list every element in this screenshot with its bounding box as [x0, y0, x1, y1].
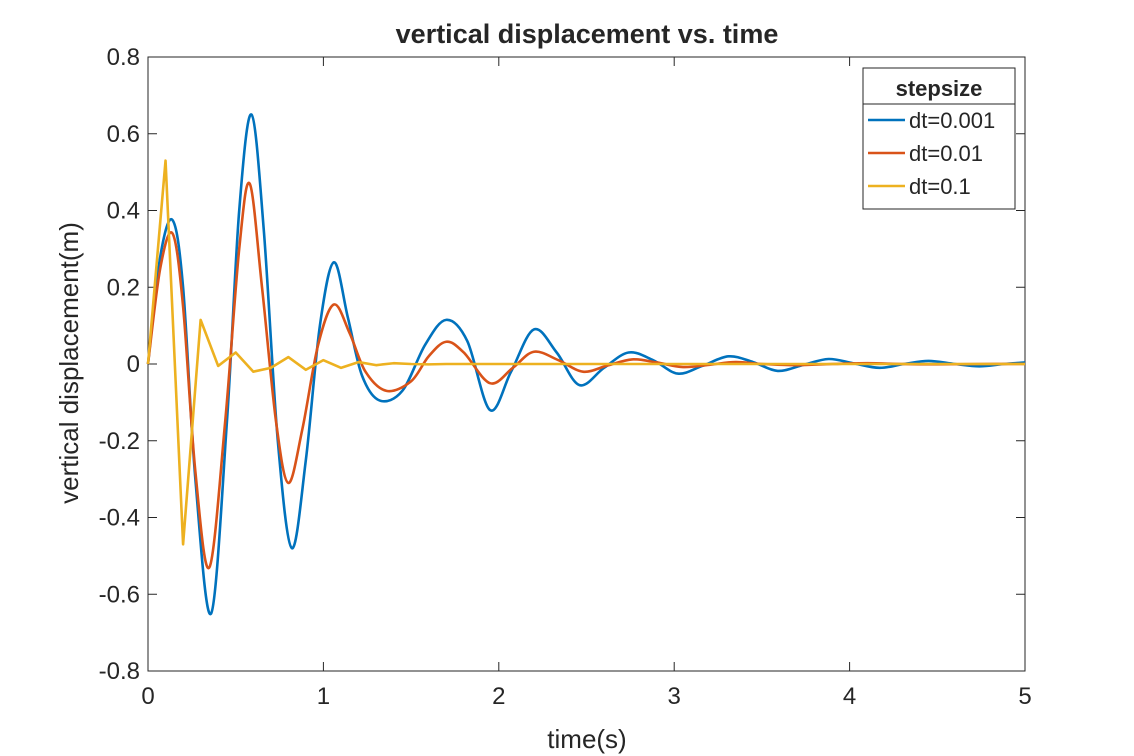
y-axis-label: vertical displacement(m): [54, 222, 84, 504]
y-tick-label: 0.2: [107, 274, 140, 301]
y-tick-label: 0.6: [107, 121, 140, 148]
y-tick-label: -0.8: [99, 658, 140, 685]
y-axis-ticks: -0.8 -0.6 -0.4 -0.2 0 0.2 0.4 0.6 0.8: [99, 44, 1025, 685]
y-tick-label: 0.4: [107, 198, 140, 225]
series-line-3: [146, 159, 1025, 546]
series-lines: [146, 113, 1026, 616]
legend-title: stepsize: [896, 76, 983, 101]
legend: stepsize dt=0.001 dt=0.01 dt=0.1: [862, 67, 1016, 210]
series-line-1: [146, 113, 1026, 616]
y-tick-label: -0.2: [99, 428, 140, 455]
x-axis-ticks: 0 1 2 3 4 5: [141, 57, 1032, 710]
y-tick-label: 0: [127, 351, 140, 378]
x-axis-label: time(s): [547, 724, 626, 754]
legend-entry-label-2: dt=0.01: [909, 141, 983, 166]
chart-title: vertical displacement vs. time: [396, 19, 779, 49]
x-tick-label: 2: [492, 683, 505, 710]
legend-entry-label-3: dt=0.1: [909, 174, 971, 199]
x-tick-label: 3: [668, 683, 681, 710]
y-tick-label: -0.6: [99, 581, 140, 608]
legend-entry-label-1: dt=0.001: [909, 108, 995, 133]
x-tick-label: 5: [1018, 683, 1031, 710]
x-tick-label: 1: [317, 683, 330, 710]
y-tick-label: -0.4: [99, 505, 140, 532]
x-tick-label: 4: [843, 683, 856, 710]
x-tick-label: 0: [141, 683, 154, 710]
y-tick-label: 0.8: [107, 44, 140, 71]
